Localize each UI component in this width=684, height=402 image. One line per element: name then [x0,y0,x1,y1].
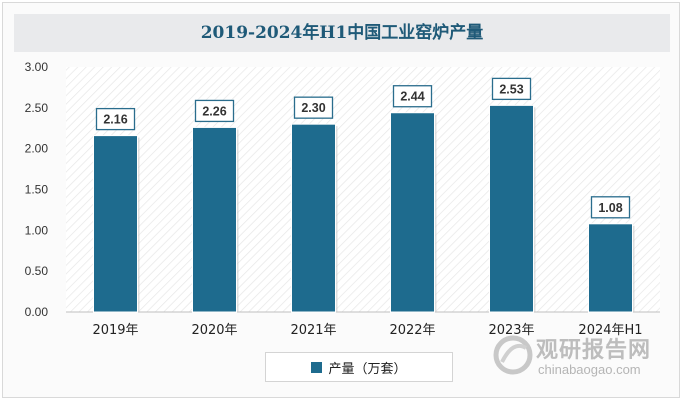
data-label-box [491,77,532,101]
bar [588,223,633,313]
y-tick-label: 2.50 [25,101,49,115]
y-tick-label: 0.00 [25,305,49,319]
bar [192,126,237,313]
x-tick-label: 2024年H1 [578,323,642,338]
watermark-logo-text: 观研报告网 [536,338,652,363]
watermark-logo-icon [493,335,533,375]
data-label-box [590,196,631,219]
x-tick-label: 2022年 [389,323,435,338]
data-label-box [293,96,334,119]
chart-title: 2019-2024年H1中国工业窑炉产量 [200,23,484,43]
watermark: 观研报告网 chinabaogao.com [492,330,682,386]
data-label: 2.16 [103,113,127,127]
watermark-url: chinabaogao.com [538,362,641,377]
y-tick-label: 0.50 [25,264,49,278]
y-tick-label: 2.00 [25,142,49,156]
bar [93,135,138,313]
x-tick-label: 2019年 [92,323,138,338]
legend: 产量（万套） [265,352,453,382]
data-label-box [95,107,136,131]
legend-swatch [311,361,323,373]
data-label: 2.26 [202,104,226,118]
x-tick-label: 2021年 [290,323,336,338]
data-label: 2.30 [301,101,325,115]
y-tick-label: 1.50 [25,183,49,197]
data-label: 1.08 [598,201,622,215]
bar [291,123,336,313]
data-label: 2.44 [400,90,424,104]
x-tick-label: 2023年 [488,323,534,338]
y-tick-label: 1.00 [25,223,49,237]
data-label: 2.53 [499,82,523,96]
plot-area [66,67,660,312]
bar [390,112,435,313]
legend-label: 产量（万套） [328,361,407,377]
y-tick-label: 3.00 [25,60,49,74]
data-label-box [392,85,433,108]
x-tick-label: 2020年 [191,323,237,338]
bar [489,104,534,313]
title-bar: 2019-2024年H1中国工业窑炉产量 [14,14,670,52]
data-label-box [194,99,235,123]
